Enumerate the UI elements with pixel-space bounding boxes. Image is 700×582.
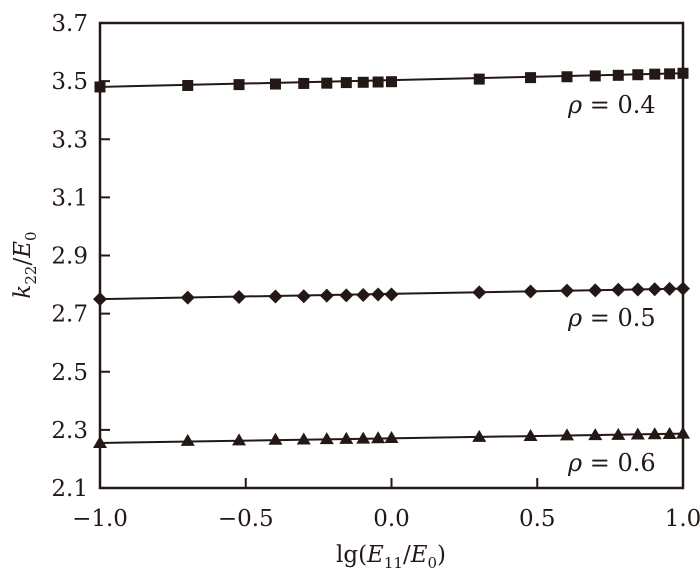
series-labels: ρ = 0.4 ρ = 0.5 ρ = 0.6 xyxy=(567,91,656,477)
data-point-square xyxy=(649,68,661,80)
data-point-diamond xyxy=(339,288,354,303)
data-point-triangle xyxy=(232,433,247,446)
x-tick-label: 1.0 xyxy=(665,506,700,532)
x-axis-title: lg(E11/E0) xyxy=(336,542,446,572)
data-point-triangle xyxy=(180,433,195,446)
data-point-triangle xyxy=(296,432,311,445)
y-tick-label: 3.5 xyxy=(51,69,88,95)
data-point-square xyxy=(298,77,310,89)
data-point-triangle xyxy=(472,429,487,442)
data-point-diamond xyxy=(268,289,283,304)
x-tick-label: −1.0 xyxy=(72,506,128,532)
data-point-triangle xyxy=(371,431,386,444)
data-point-square xyxy=(612,69,624,81)
data-point-triangle xyxy=(611,427,626,440)
data-point-diamond xyxy=(676,281,690,296)
data-point-square xyxy=(473,73,485,85)
data-point-triangle xyxy=(588,428,603,441)
data-point-diamond xyxy=(523,284,538,299)
data-point-square xyxy=(677,67,689,79)
data-point-square xyxy=(357,76,369,88)
data-point-triangle xyxy=(384,431,399,444)
data-point-triangle xyxy=(356,431,371,444)
data-point-triangle xyxy=(523,428,538,441)
x-tick-label: 0.5 xyxy=(519,506,556,532)
data-point-square xyxy=(372,76,384,88)
data-point-square xyxy=(233,79,245,91)
data-point-square xyxy=(182,79,194,91)
data-point-square xyxy=(321,77,333,89)
data-point-triangle xyxy=(559,428,574,441)
data-point-diamond xyxy=(630,282,645,297)
data-point-triangle xyxy=(630,427,645,440)
data-point-diamond xyxy=(371,287,386,302)
data-point-triangle xyxy=(662,426,677,439)
series-label: ρ = 0.4 xyxy=(567,91,656,119)
data-point-triangle xyxy=(268,432,283,445)
data-point-diamond xyxy=(662,281,677,296)
y-tick-label: 2.3 xyxy=(51,418,88,444)
data-point-diamond xyxy=(93,292,107,307)
x-axis-ticks: −1.0 −0.5 0.0 0.5 1.0 xyxy=(72,478,700,532)
data-point-diamond xyxy=(384,287,399,302)
data-point-square xyxy=(269,78,281,90)
data-point-square xyxy=(664,68,676,80)
series-diamond xyxy=(93,281,690,307)
data-point-diamond xyxy=(472,285,487,300)
data-point-square xyxy=(94,81,106,93)
y-axis-title: k22/E0 xyxy=(10,231,40,298)
y-tick-label: 2.9 xyxy=(51,244,88,270)
y-tick-label: 2.7 xyxy=(51,302,88,328)
y-tick-label: 3.7 xyxy=(51,11,88,37)
data-point-diamond xyxy=(180,290,195,305)
x-tick-label: 0.0 xyxy=(373,506,410,532)
y-axis-ticks: 2.1 2.3 2.5 2.7 2.9 3.1 3.3 3.5 3.7 xyxy=(51,11,110,502)
data-point-triangle xyxy=(647,427,662,440)
y-tick-label: 3.1 xyxy=(51,185,88,211)
y-tick-label: 3.3 xyxy=(51,127,88,153)
series-label: ρ = 0.5 xyxy=(567,304,656,332)
data-point-triangle xyxy=(676,426,690,439)
data-point-square xyxy=(525,72,537,84)
series-triangle xyxy=(93,426,690,448)
data-point-diamond xyxy=(296,289,311,304)
data-point-diamond xyxy=(319,288,334,303)
data-point-diamond xyxy=(588,283,603,298)
data-point-triangle xyxy=(339,431,354,444)
data-point-square xyxy=(589,70,601,82)
y-tick-label: 2.5 xyxy=(51,360,88,386)
data-point-diamond xyxy=(647,282,662,297)
data-point-square xyxy=(632,69,644,81)
data-point-square xyxy=(340,77,352,89)
data-point-diamond xyxy=(611,282,626,297)
data-point-square xyxy=(386,76,397,88)
data-point-diamond xyxy=(559,283,574,298)
series-label: ρ = 0.6 xyxy=(567,449,656,477)
data-point-diamond xyxy=(232,290,247,305)
series-square xyxy=(94,67,689,93)
data-point-triangle xyxy=(319,432,334,445)
series-layer xyxy=(93,67,690,448)
data-point-diamond xyxy=(356,288,371,303)
y-tick-label: 2.1 xyxy=(51,476,88,502)
data-point-triangle xyxy=(93,435,107,448)
x-tick-label: −0.5 xyxy=(218,506,274,532)
data-point-square xyxy=(561,71,573,83)
